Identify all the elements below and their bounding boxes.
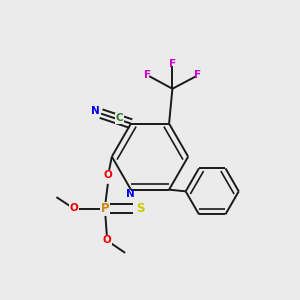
Text: F: F <box>194 70 202 80</box>
Text: S: S <box>136 202 144 215</box>
Text: N: N <box>91 106 100 116</box>
Text: O: O <box>103 170 112 180</box>
Text: F: F <box>169 59 176 69</box>
Text: O: O <box>69 203 78 213</box>
Text: C: C <box>116 113 123 123</box>
Text: N: N <box>126 189 134 199</box>
Text: F: F <box>144 70 151 80</box>
Text: O: O <box>103 235 111 245</box>
Text: P: P <box>101 202 110 215</box>
